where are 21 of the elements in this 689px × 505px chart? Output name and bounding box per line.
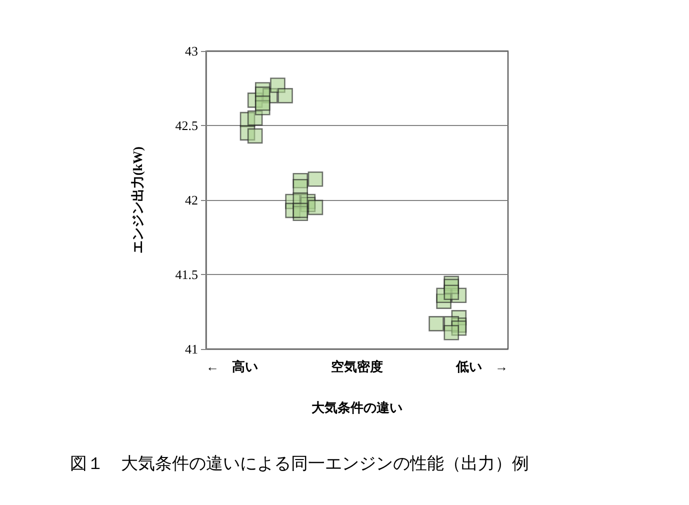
text: 低い → (455, 359, 508, 374)
y-tick-label: 41 (185, 342, 198, 356)
point (428, 316, 444, 332)
point (292, 178, 308, 194)
point (308, 200, 324, 216)
y-tick-label: 41.5 (175, 267, 198, 282)
point (254, 96, 270, 111)
y-axis-title: エンジン出力(kW) (130, 146, 145, 254)
point (444, 324, 460, 340)
point (308, 171, 324, 187)
point (444, 284, 460, 300)
text: 空気密度 (331, 359, 383, 374)
text: 図１ 大気条件の違いによる同一エンジンの性能（出力）例 (70, 454, 529, 473)
y-tick-label: 42.5 (175, 118, 198, 133)
x-axis-title: 大気条件の違い (312, 400, 402, 415)
text: ← 高い (206, 359, 258, 374)
y-tick-label: 42 (185, 192, 198, 208)
point (247, 128, 263, 144)
point (292, 202, 308, 218)
point (278, 88, 293, 104)
y-tick-label: 43 (185, 44, 198, 58)
